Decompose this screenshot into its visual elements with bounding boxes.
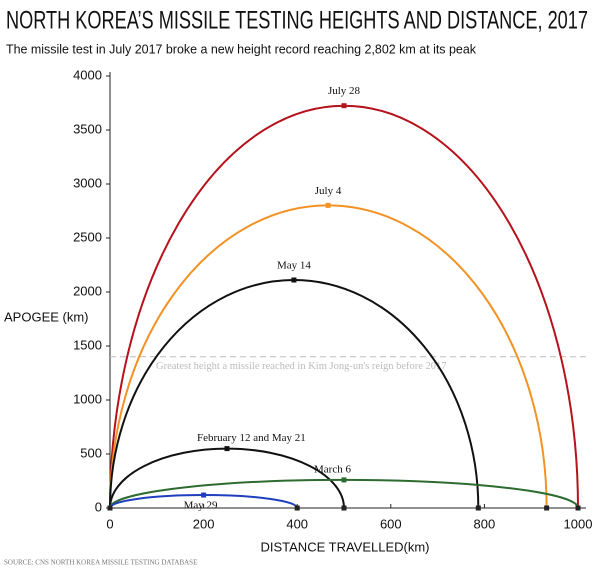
y-tick-label: 2500 [73, 229, 102, 244]
y-tick-label: 3000 [73, 175, 102, 190]
apogee-marker [341, 103, 347, 109]
apogee-marker [224, 446, 230, 452]
y-tick-label: 3500 [73, 121, 102, 136]
reference-label: Greatest height a missile reached in Kim… [156, 361, 447, 372]
x-tick-label: 800 [474, 516, 496, 531]
trajectory [109, 104, 579, 509]
series-label: July 4 [315, 185, 342, 197]
series-label: March 6 [314, 463, 351, 475]
y-tick-label: 4000 [73, 67, 102, 82]
x-axis-label: DISTANCE TRAVELLED(km) [260, 539, 429, 554]
chart-title: NORTH KOREA’S MISSILE TESTING HEIGHTS AN… [6, 7, 588, 35]
y-tick-label: 1500 [73, 337, 102, 352]
series-label: May 14 [277, 260, 311, 272]
endpoint-marker [575, 505, 581, 511]
apogee-marker [201, 492, 207, 498]
y-tick-label: 2000 [73, 283, 102, 298]
source: SOURCE: CNS NORTH KOREA MISSILE TESTING … [4, 559, 197, 567]
chart-subtitle: The missile test in July 2017 broke a ne… [6, 41, 476, 56]
apogee-marker [341, 477, 347, 483]
endpoint-marker [475, 505, 481, 511]
apogee-marker [325, 202, 331, 208]
endpoint-marker [107, 505, 113, 511]
x-tick-label: 0 [106, 516, 113, 531]
endpoint-marker [341, 505, 347, 511]
x-tick-label: 600 [380, 516, 402, 531]
y-tick-label: 0 [95, 499, 102, 514]
y-axis-label: APOGEE (km) [4, 309, 89, 324]
apogee-marker [291, 277, 297, 283]
y-tick-label: 1000 [73, 391, 102, 406]
series-label: February 12 and May 21 [197, 432, 306, 444]
series-label: May 29 [184, 500, 218, 512]
endpoint-marker [294, 505, 300, 511]
trajectory [109, 279, 480, 509]
series-label: July 28 [328, 85, 361, 97]
x-tick-label: 200 [193, 516, 215, 531]
x-tick-label: 1000 [564, 516, 593, 531]
endpoint-marker [544, 505, 550, 511]
x-tick-label: 400 [286, 516, 308, 531]
y-tick-label: 500 [80, 445, 102, 460]
trajectory [109, 447, 345, 509]
